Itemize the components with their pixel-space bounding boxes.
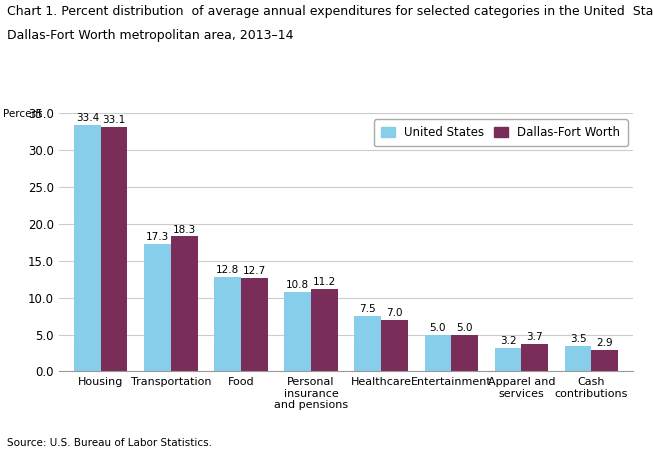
Text: 5.0: 5.0	[456, 323, 473, 333]
Bar	[565, 346, 592, 371]
Text: Chart 1. Percent distribution  of average annual expenditures for selected categ: Chart 1. Percent distribution of average…	[7, 5, 653, 18]
Text: 33.1: 33.1	[103, 116, 126, 125]
Bar	[144, 244, 171, 371]
Bar	[495, 348, 521, 371]
Text: 12.8: 12.8	[216, 265, 239, 275]
Text: 33.4: 33.4	[76, 113, 99, 123]
Text: 2.9: 2.9	[596, 338, 613, 348]
Text: 5.0: 5.0	[430, 323, 446, 333]
Text: 3.2: 3.2	[500, 336, 517, 346]
Bar	[521, 344, 548, 371]
Bar	[241, 278, 268, 371]
Text: 17.3: 17.3	[146, 232, 169, 242]
Bar	[355, 316, 381, 371]
Bar	[381, 320, 407, 371]
Text: 18.3: 18.3	[172, 225, 196, 235]
Bar	[311, 289, 338, 371]
Text: 7.5: 7.5	[360, 304, 376, 314]
Bar	[171, 236, 197, 371]
Text: 10.8: 10.8	[286, 280, 310, 290]
Text: 11.2: 11.2	[313, 277, 336, 287]
Bar	[214, 277, 241, 371]
Bar	[424, 335, 451, 371]
Text: 3.5: 3.5	[569, 334, 586, 344]
Text: 12.7: 12.7	[243, 266, 266, 276]
Bar	[101, 127, 127, 371]
Text: Dallas-Fort Worth metropolitan area, 2013–14: Dallas-Fort Worth metropolitan area, 201…	[7, 29, 293, 43]
Legend: United States, Dallas-Fort Worth: United States, Dallas-Fort Worth	[374, 119, 628, 146]
Text: Percent: Percent	[3, 109, 42, 119]
Bar	[74, 125, 101, 371]
Bar	[592, 350, 618, 371]
Text: Source: U.S. Bureau of Labor Statistics.: Source: U.S. Bureau of Labor Statistics.	[7, 439, 212, 448]
Text: 3.7: 3.7	[526, 333, 543, 342]
Text: 7.0: 7.0	[386, 308, 403, 318]
Bar	[285, 292, 311, 371]
Bar	[451, 335, 478, 371]
